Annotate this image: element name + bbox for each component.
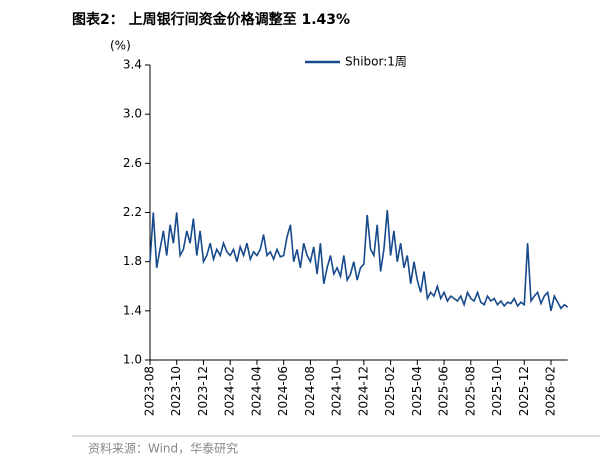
y-tick-label: 1.0	[123, 353, 142, 367]
x-tick-label: 2023-10	[169, 366, 183, 416]
x-tick-label: 2024-10	[330, 366, 344, 416]
source-note: 资料来源：Wind，华泰研究	[88, 441, 238, 456]
y-tick-label: 3.0	[123, 107, 142, 121]
legend-label: Shibor:1周	[345, 55, 407, 69]
y-tick-label: 2.2	[123, 205, 142, 219]
x-tick-label: 2024-12	[356, 366, 370, 416]
x-tick-label: 2024-04	[249, 366, 263, 416]
series-line	[149, 209, 569, 311]
x-tick-label: 2025-04	[410, 366, 424, 416]
x-tick-label: 2025-08	[463, 366, 477, 416]
x-tick-label: 2025-12	[517, 366, 531, 416]
y-unit: (%)	[110, 39, 131, 53]
x-tick-label: 2023-12	[196, 366, 210, 416]
x-tick-label: 2023-08	[143, 366, 157, 416]
y-tick-label: 3.4	[123, 58, 142, 72]
x-tick-label: 2024-02	[223, 366, 237, 416]
x-tick-label: 2024-08	[303, 366, 317, 416]
y-tick-label: 1.4	[123, 303, 142, 317]
chart-title: 图表2： 上周银行间资金价格调整至 1.43%	[72, 11, 350, 28]
x-tick-label: 2025-06	[437, 366, 451, 416]
y-tick-label: 1.8	[123, 254, 142, 268]
x-tick-label: 2025-02	[383, 366, 397, 416]
x-tick-label: 2024-06	[276, 366, 290, 416]
x-tick-label: 2026-02	[544, 366, 558, 416]
x-tick-label: 2025-10	[490, 366, 504, 416]
y-tick-label: 2.6	[123, 156, 142, 170]
